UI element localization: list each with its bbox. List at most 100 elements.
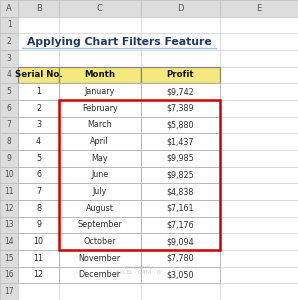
Bar [59, 167, 141, 183]
Text: 5: 5 [7, 87, 12, 96]
Bar [220, 50, 298, 67]
Bar [59, 16, 141, 33]
Bar [141, 217, 220, 233]
Bar [59, 50, 141, 67]
Bar [220, 167, 298, 183]
Bar [141, 0, 220, 16]
Bar [18, 167, 59, 183]
Bar [59, 217, 141, 233]
Bar [141, 283, 220, 300]
Bar [0, 50, 18, 67]
Text: June: June [91, 170, 108, 179]
Bar [59, 233, 141, 250]
Bar [18, 100, 59, 117]
Bar [18, 267, 59, 283]
Bar [141, 117, 220, 133]
Bar [0, 67, 18, 83]
Bar [220, 217, 298, 233]
Text: 8: 8 [36, 204, 41, 213]
Bar [220, 33, 298, 50]
Text: September: September [77, 220, 122, 230]
Text: 1: 1 [7, 20, 12, 29]
Bar [0, 100, 18, 117]
Text: January: January [85, 87, 115, 96]
Bar [0, 250, 18, 267]
Bar [59, 217, 141, 233]
Text: $7,780: $7,780 [166, 254, 194, 263]
Text: 9: 9 [7, 154, 12, 163]
Bar [59, 117, 141, 133]
Text: 16: 16 [4, 271, 14, 280]
Bar [141, 33, 220, 50]
Bar [0, 267, 18, 283]
Bar [18, 100, 59, 117]
Text: 8: 8 [7, 137, 12, 146]
Bar [141, 83, 220, 100]
Bar [18, 217, 59, 233]
Text: 5: 5 [36, 154, 41, 163]
Bar [0, 167, 18, 183]
Bar [18, 283, 59, 300]
Text: B: B [36, 4, 41, 13]
Text: 4: 4 [7, 70, 12, 80]
Text: May: May [91, 154, 108, 163]
Text: 6: 6 [7, 104, 12, 113]
Bar [220, 267, 298, 283]
Bar [220, 0, 298, 16]
Bar [18, 67, 59, 83]
Bar [0, 233, 18, 250]
Bar [18, 83, 59, 100]
Bar [0, 33, 18, 50]
Text: $9,825: $9,825 [166, 170, 194, 179]
Text: 14: 14 [4, 237, 14, 246]
Text: $4,838: $4,838 [167, 187, 194, 196]
Text: A: A [6, 4, 12, 13]
Text: $1,437: $1,437 [166, 137, 194, 146]
Bar [141, 150, 220, 166]
Bar [141, 83, 220, 100]
Bar [141, 233, 220, 250]
Text: D: D [177, 4, 183, 13]
Text: 12: 12 [34, 271, 44, 280]
Text: 4: 4 [36, 137, 41, 146]
Bar [59, 250, 141, 267]
Bar [59, 183, 141, 200]
Bar [18, 167, 59, 183]
Bar [220, 200, 298, 217]
Text: 12: 12 [4, 204, 14, 213]
Bar [18, 117, 59, 133]
Text: Serial No.: Serial No. [15, 70, 63, 80]
Bar [141, 167, 220, 183]
Text: 3: 3 [7, 54, 12, 63]
Text: Profit: Profit [166, 70, 194, 80]
Bar [0, 283, 18, 300]
Bar [18, 150, 59, 166]
Text: 2: 2 [7, 37, 12, 46]
Bar [59, 117, 141, 133]
Bar [141, 16, 220, 33]
Bar [220, 83, 298, 100]
Bar [59, 133, 141, 150]
Bar [59, 133, 141, 150]
Text: 17: 17 [4, 287, 14, 296]
Bar [141, 183, 220, 200]
Bar [59, 183, 141, 200]
Bar [0, 83, 18, 100]
Text: November: November [79, 254, 121, 263]
Bar [18, 150, 59, 166]
Bar [59, 100, 141, 117]
Text: exceldemy
EXCEL - DATA - BI: exceldemy EXCEL - DATA - BI [116, 265, 162, 275]
Text: 10: 10 [4, 170, 14, 179]
Bar [141, 183, 220, 200]
Bar [18, 67, 59, 83]
Bar [0, 183, 18, 200]
Bar [220, 133, 298, 150]
Bar [18, 217, 59, 233]
Bar [59, 267, 141, 283]
Bar [141, 117, 220, 133]
Bar [141, 67, 220, 83]
Bar [59, 167, 141, 183]
Bar [0, 0, 18, 16]
Bar [18, 183, 59, 200]
Bar [220, 16, 298, 33]
